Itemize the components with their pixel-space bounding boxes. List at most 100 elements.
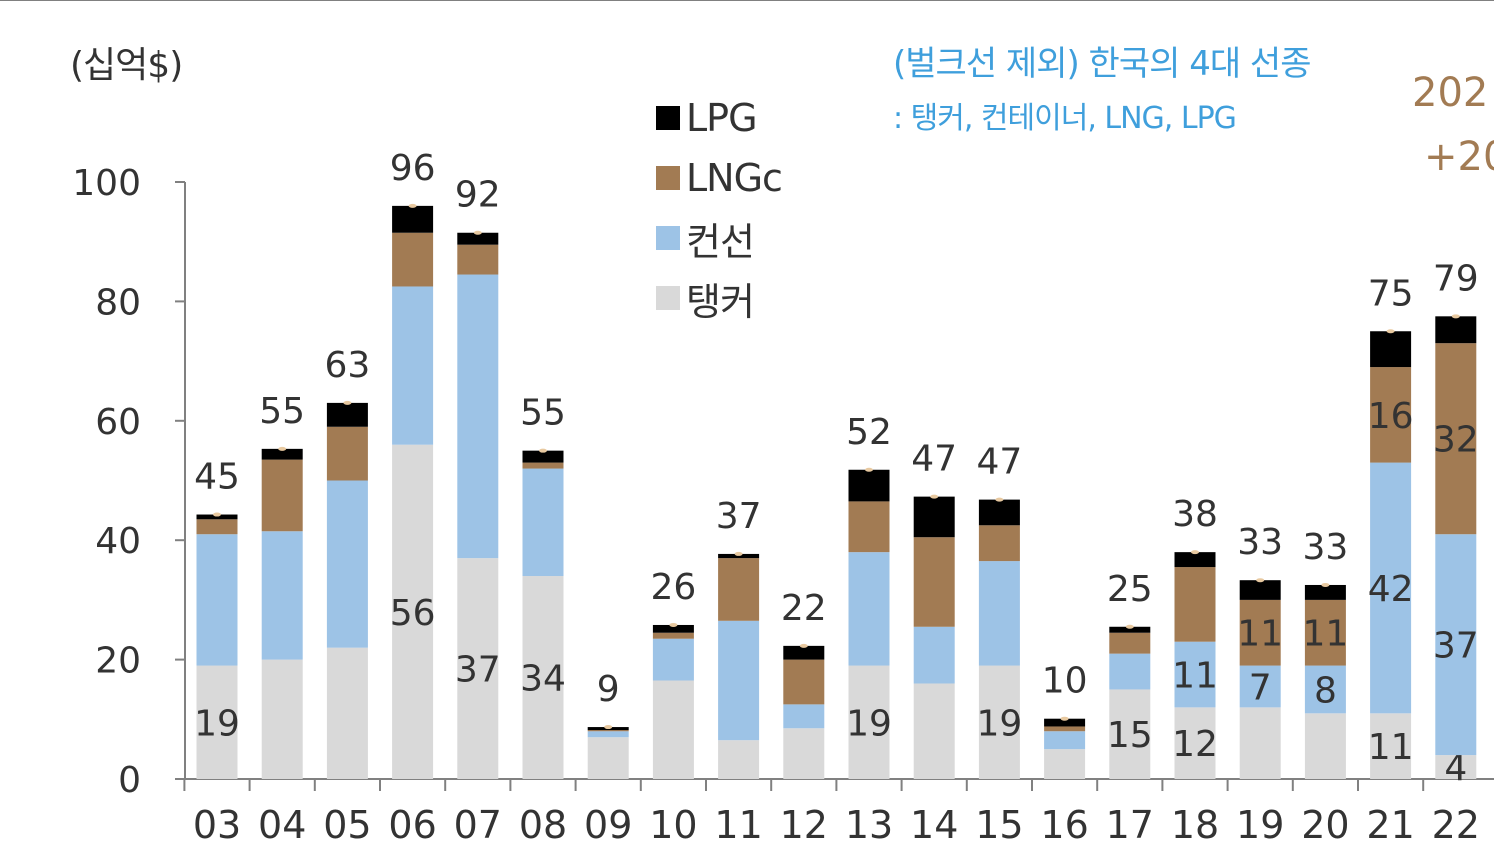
bar-lng-16 xyxy=(1044,726,1086,732)
x-tick-label-04: 04 xyxy=(258,803,306,847)
x-tick-label-12: 12 xyxy=(780,803,828,847)
bar-lng-14 xyxy=(913,537,955,627)
total-label-18: 38 xyxy=(1172,494,1218,535)
x-tick-label-19: 19 xyxy=(1236,803,1284,847)
bar-container-03 xyxy=(196,534,238,666)
total-label-08: 55 xyxy=(520,393,566,434)
bar-lpg-07 xyxy=(457,232,499,245)
bar-top-marker-20 xyxy=(1321,582,1330,587)
bar-container-10 xyxy=(652,638,694,681)
bar-top-marker-09 xyxy=(604,725,613,730)
bar-lpg-22 xyxy=(1435,316,1477,344)
bar-tanker-15 xyxy=(978,665,1020,779)
bar-tanker-16 xyxy=(1044,749,1086,779)
bar-top-marker-05 xyxy=(343,400,352,405)
legend-item-lngc: LNGc xyxy=(656,148,783,208)
data-label-tanker-15: 19 xyxy=(976,703,1022,744)
bar-top-marker-18 xyxy=(1191,550,1199,555)
bar-lng-09 xyxy=(587,730,629,732)
bar-lng-04 xyxy=(261,459,303,532)
legend-swatch-lngc xyxy=(656,166,680,190)
data-label-tanker-22: 4 xyxy=(1444,748,1467,789)
bar-top-marker-10 xyxy=(669,622,678,627)
x-tick-label-06: 06 xyxy=(388,803,436,847)
bar-lng-08 xyxy=(522,462,564,469)
legend-item-container: 컨선 xyxy=(656,208,782,268)
bar-container-22 xyxy=(1435,534,1477,756)
bar-tanker-21 xyxy=(1370,713,1412,779)
bar-top-marker-14 xyxy=(930,494,939,499)
x-tick-label-20: 20 xyxy=(1301,803,1349,847)
data-label-container-18: 11 xyxy=(1172,656,1218,697)
bar-lng-18 xyxy=(1174,567,1216,642)
legend-swatch-lpg xyxy=(656,106,680,130)
x-tick-label-08: 08 xyxy=(519,803,567,847)
bar-tanker-08 xyxy=(522,576,564,779)
total-label-09: 9 xyxy=(597,669,620,710)
bar-tanker-07 xyxy=(457,558,499,779)
total-label-12: 22 xyxy=(781,588,827,629)
data-label-lng-19: 11 xyxy=(1237,614,1283,655)
total-label-16: 10 xyxy=(1042,661,1088,702)
total-label-10: 26 xyxy=(650,567,696,608)
bar-tanker-17 xyxy=(1109,689,1151,779)
bar-lng-15 xyxy=(978,525,1020,562)
data-label-tanker-17: 15 xyxy=(1107,715,1153,756)
bar-lpg-06 xyxy=(392,205,434,233)
bar-tanker-12 xyxy=(783,728,825,779)
data-label-tanker-07: 37 xyxy=(455,650,501,691)
total-label-14: 47 xyxy=(911,439,957,480)
bar-lng-12 xyxy=(783,659,825,705)
data-label-lng-22: 32 xyxy=(1433,420,1479,461)
x-tick-label-10: 10 xyxy=(649,803,697,847)
total-label-13: 52 xyxy=(846,412,892,453)
x-tick-label-18: 18 xyxy=(1171,803,1219,847)
bar-container-06 xyxy=(392,286,434,445)
bar-tanker-04 xyxy=(261,659,303,779)
total-label-11: 37 xyxy=(716,496,762,537)
bar-lpg-21 xyxy=(1370,331,1412,368)
bar-lpg-12 xyxy=(783,645,825,660)
bar-top-marker-12 xyxy=(799,643,808,648)
bar-container-07 xyxy=(457,274,499,559)
bar-lpg-18 xyxy=(1174,552,1216,568)
note-title: (벌크선 제외) 한국의 4대 선종 xyxy=(893,44,1311,84)
bar-lng-10 xyxy=(652,632,694,639)
bar-top-marker-08 xyxy=(539,448,547,453)
bar-lpg-03 xyxy=(196,514,238,520)
data-label-tanker-18: 12 xyxy=(1172,724,1218,765)
clipped-annotation-1: 202 xyxy=(1412,70,1489,116)
x-tick-label-05: 05 xyxy=(323,803,371,847)
bar-lpg-05 xyxy=(326,402,368,427)
legend-label-tanker: 탱커 xyxy=(686,279,755,324)
bar-container-20 xyxy=(1304,665,1346,714)
bar-lng-03 xyxy=(196,519,238,535)
legend-label-lpg: LPG xyxy=(686,96,758,140)
legend-item-lpg: LPG xyxy=(656,88,782,148)
note-subtitle: : 탱커, 컨테이너, LNG, LPG xyxy=(893,101,1237,136)
x-tick-label-13: 13 xyxy=(845,803,893,847)
y-tick-label-0: 0 xyxy=(118,760,141,801)
bar-container-14 xyxy=(913,626,955,684)
x-tick-label-15: 15 xyxy=(975,803,1023,847)
total-label-17: 25 xyxy=(1107,569,1153,610)
x-tick-label-07: 07 xyxy=(454,803,502,847)
legend-item-tanker: 탱커 xyxy=(656,268,782,328)
bar-lpg-13 xyxy=(848,469,890,502)
bar-lpg-14 xyxy=(913,496,955,538)
bar-container-13 xyxy=(848,552,890,666)
bar-top-marker-06 xyxy=(408,203,417,208)
total-label-19: 33 xyxy=(1237,522,1283,563)
bar-container-15 xyxy=(978,561,1020,666)
bar-tanker-22 xyxy=(1435,755,1477,779)
x-tick-label-14: 14 xyxy=(910,803,958,847)
bar-container-16 xyxy=(1044,731,1086,750)
data-label-tanker-21: 11 xyxy=(1368,727,1414,768)
x-tick-label-21: 21 xyxy=(1366,803,1414,847)
total-label-20: 33 xyxy=(1302,527,1348,568)
bar-container-18 xyxy=(1174,641,1216,708)
bar-top-marker-15 xyxy=(995,497,1004,502)
bar-lng-06 xyxy=(392,232,434,287)
